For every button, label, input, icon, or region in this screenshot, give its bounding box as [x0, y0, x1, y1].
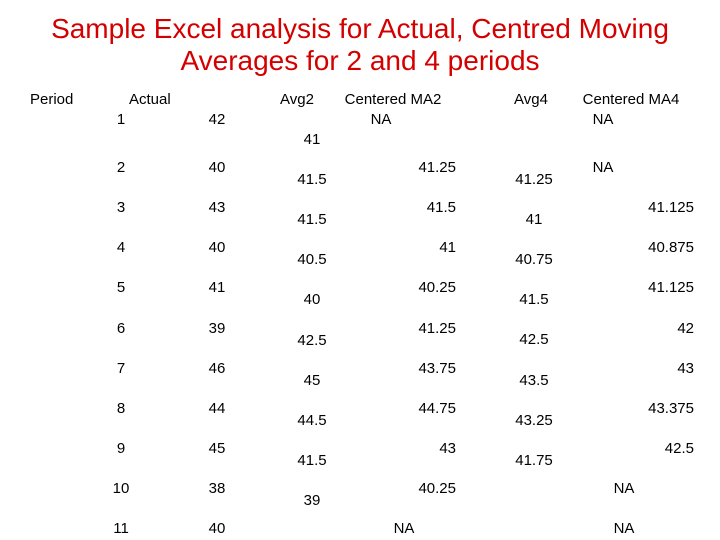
period-cell: 1 — [116, 111, 126, 128]
centered-ma4-cell: NA — [613, 479, 635, 497]
period-cell: 5 — [116, 279, 126, 297]
avg2-cell: 45 — [303, 371, 321, 389]
avg2-cell: 41.5 — [297, 451, 327, 469]
avg4-cell: 41.75 — [515, 451, 553, 469]
avg2-cell: 40 — [303, 291, 321, 309]
avg4-cell: 41.25 — [515, 171, 553, 188]
avg4-cell: 40.75 — [515, 251, 553, 269]
page-title-line-2: Averages for 2 and 4 periods — [180, 45, 540, 76]
header-period: Period — [30, 91, 74, 108]
header-centered-ma2: Centered MA2 — [344, 91, 442, 108]
period-cell: 7 — [116, 359, 126, 377]
actual-cell: 45 — [208, 439, 226, 457]
avg2-cell: 41 — [303, 131, 321, 148]
period-cell: 8 — [116, 399, 126, 417]
period-cell: 4 — [116, 239, 126, 257]
centered-ma4-cell: NA — [592, 111, 614, 128]
avg2-cell: 39 — [303, 491, 321, 509]
centered-ma2-cell: 43 — [439, 439, 456, 457]
actual-cell: 38 — [208, 479, 226, 497]
avg2-cell: 42.5 — [297, 331, 327, 349]
avg2-cell: 40.5 — [297, 251, 327, 269]
centered-ma4-cell: 41.125 — [648, 199, 694, 217]
centered-ma2-cell: 44.75 — [418, 399, 456, 417]
centered-ma4-cell: NA — [592, 159, 614, 177]
avg2-cell: 41.5 — [297, 211, 327, 229]
header-centered-ma4: Centered MA4 — [582, 91, 680, 108]
actual-cell: 40 — [208, 520, 226, 537]
centered-ma2-cell: 41.25 — [418, 319, 456, 337]
avg4-cell: 41.5 — [519, 291, 549, 309]
period-cell: 6 — [116, 319, 126, 337]
centered-ma2-cell: 40.25 — [418, 479, 456, 497]
avg4-cell: 43.25 — [515, 411, 553, 429]
avg4-cell: 42.5 — [519, 331, 549, 349]
page-title-line-1: Sample Excel analysis for Actual, Centre… — [51, 13, 669, 44]
header-actual: Actual — [129, 91, 171, 108]
actual-cell: 46 — [208, 359, 226, 377]
centered-ma4-cell: 41.125 — [648, 279, 694, 297]
actual-cell: 43 — [208, 199, 226, 217]
actual-cell: 44 — [208, 399, 226, 417]
header-avg2: Avg2 — [280, 91, 314, 108]
avg2-cell: 41.5 — [297, 171, 327, 189]
period-cell: 11 — [113, 520, 129, 537]
actual-cell: 39 — [208, 319, 226, 337]
actual-cell: 40 — [208, 239, 226, 257]
centered-ma4-cell: 43 — [677, 359, 694, 377]
period-cell: 3 — [116, 199, 126, 217]
centered-ma2-cell: 41 — [439, 239, 456, 257]
header-avg4: Avg4 — [514, 91, 548, 108]
actual-cell: 42 — [208, 111, 226, 128]
centered-ma4-cell: 42 — [677, 319, 694, 337]
period-cell: 9 — [116, 439, 126, 457]
centered-ma2-cell: NA — [393, 520, 415, 537]
centered-ma2-cell: 41.5 — [426, 199, 456, 217]
centered-ma4-cell: 42.5 — [664, 439, 694, 457]
actual-cell: 41 — [208, 279, 226, 297]
centered-ma2-cell: NA — [370, 111, 392, 128]
centered-ma2-cell: 41.25 — [418, 159, 456, 177]
period-cell: 2 — [116, 159, 126, 177]
avg4-cell: 43.5 — [519, 371, 549, 389]
centered-ma4-cell: NA — [613, 520, 635, 537]
period-cell: 10 — [112, 479, 130, 497]
avg4-cell: 41 — [525, 211, 543, 229]
actual-cell: 40 — [208, 159, 226, 177]
centered-ma4-cell: 40.875 — [648, 239, 694, 257]
centered-ma4-cell: 43.375 — [648, 399, 694, 417]
centered-ma2-cell: 40.25 — [418, 279, 456, 297]
centered-ma2-cell: 43.75 — [418, 359, 456, 377]
avg2-cell: 44.5 — [297, 411, 327, 429]
